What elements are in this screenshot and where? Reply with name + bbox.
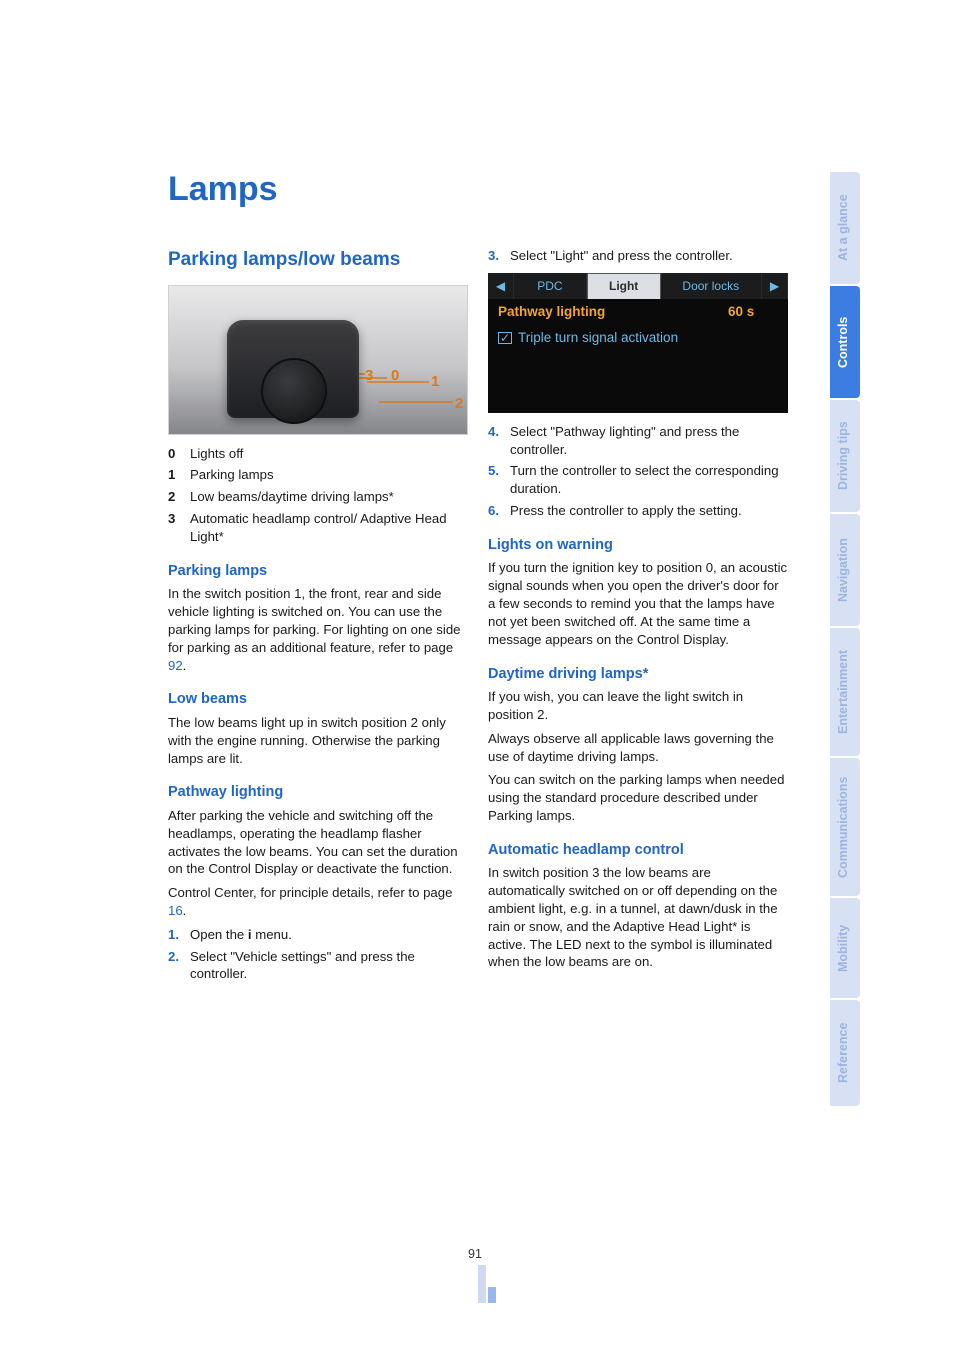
switch-pos-1: 1 (431, 372, 439, 392)
checkbox-icon (498, 332, 512, 344)
tab-arrow-left: ◀ (488, 273, 514, 299)
list-item: 2. Select "Vehicle settings" and press t… (168, 948, 468, 984)
list-text: Lights off (190, 445, 468, 463)
list-item: 0Lights off (168, 445, 468, 463)
text-span: Control Center, for principle details, r… (168, 885, 452, 900)
display-tabs: ◀ PDC Light Door locks ▶ (488, 273, 788, 299)
text-span: . (183, 903, 187, 918)
list-item: 1Parking lamps (168, 466, 468, 484)
body-text: If you wish, you can leave the light swi… (488, 688, 788, 724)
tab-door-locks: Door locks (661, 273, 762, 299)
switch-pos-0: 0 (391, 366, 399, 386)
display-label: Pathway lighting (498, 303, 728, 321)
display-label: Triple turn signal activation (518, 329, 678, 347)
step-text: Select "Vehicle settings" and press the … (190, 948, 468, 984)
left-column: Parking lamps/low beams 3 0 1 2 0Lights … (168, 247, 468, 987)
body-text: The low beams light up in switch positio… (168, 714, 468, 767)
side-tab-bar: At a glance Controls Driving tips Naviga… (830, 172, 860, 1108)
body-text: In the switch position 1, the front, rea… (168, 585, 468, 674)
step-number: 4. (488, 423, 510, 459)
step-number: 1. (168, 926, 190, 944)
body-text: In switch position 3 the low beams are a… (488, 864, 788, 971)
side-tab-mobility[interactable]: Mobility (830, 898, 860, 998)
side-tab-at-a-glance[interactable]: At a glance (830, 172, 860, 284)
side-tab-communications[interactable]: Communications (830, 758, 860, 896)
subheading-low-beams: Low beams (168, 690, 468, 710)
page-ref-link[interactable]: 16 (168, 903, 183, 918)
step-number: 3. (488, 247, 510, 265)
subheading-parking-lamps: Parking lamps (168, 562, 468, 582)
step-text: Select "Light" and press the controller. (510, 247, 788, 265)
list-item: 6.Press the controller to apply the sett… (488, 502, 788, 520)
text-span: Open the (190, 927, 248, 942)
step-number: 2. (168, 948, 190, 984)
page: Lamps Parking lamps/low beams 3 0 1 2 (0, 0, 954, 1351)
side-tab-controls[interactable]: Controls (830, 286, 860, 398)
subheading-pathway-lighting: Pathway lighting (168, 783, 468, 803)
list-text: Parking lamps (190, 466, 468, 484)
list-item: 1. Open the i menu. (168, 926, 468, 944)
step-number: 6. (488, 502, 510, 520)
body-text: You can switch on the parking lamps when… (488, 771, 788, 824)
list-index: 2 (168, 488, 190, 506)
list-item: 4.Select "Pathway lighting" and press th… (488, 423, 788, 459)
section-heading-parking-low: Parking lamps/low beams (168, 247, 468, 273)
steps-list: 1. Open the i menu. 2. Select "Vehicle s… (168, 926, 468, 983)
page-marker-bars (478, 1265, 498, 1303)
step-number: 5. (488, 462, 510, 498)
step-text: Press the controller to apply the settin… (510, 502, 788, 520)
control-display-image: ◀ PDC Light Door locks ▶ Pathway lightin… (488, 273, 788, 413)
subheading-lights-warning: Lights on warning (488, 536, 788, 556)
list-item: 5.Turn the controller to select the corr… (488, 462, 788, 498)
body-text: After parking the vehicle and switching … (168, 807, 468, 878)
side-tab-reference[interactable]: Reference (830, 1000, 860, 1106)
list-text: Low beams/daytime driving lamps* (190, 488, 468, 506)
step-text: Turn the controller to select the corres… (510, 462, 788, 498)
step-text: Select "Pathway lighting" and press the … (510, 423, 788, 459)
side-tab-navigation[interactable]: Navigation (830, 514, 860, 626)
switch-position-list: 0Lights off 1Parking lamps 2Low beams/da… (168, 445, 468, 546)
subheading-daytime-lamps: Daytime driving lamps* (488, 665, 788, 685)
display-row-pathway: Pathway lighting 60 s (488, 299, 788, 325)
tab-arrow-right: ▶ (762, 273, 788, 299)
text-span: menu. (252, 927, 292, 942)
switch-pos-2: 2 (455, 394, 463, 414)
body-text: If you turn the ignition key to position… (488, 559, 788, 648)
list-index: 0 (168, 445, 190, 463)
steps-list: 3. Select "Light" and press the controll… (488, 247, 788, 265)
body-text: Always observe all applicable laws gover… (488, 730, 788, 766)
tab-pdc: PDC (514, 273, 587, 299)
display-row-triple-turn: Triple turn signal activation (488, 325, 788, 351)
switch-knob (261, 358, 327, 424)
content-area: Parking lamps/low beams 3 0 1 2 0Lights … (0, 247, 800, 987)
page-number: 91 (0, 1247, 790, 1261)
switch-pos-3: 3 (365, 366, 373, 386)
body-text: Control Center, for principle details, r… (168, 884, 468, 920)
display-value: 60 s (728, 303, 778, 321)
text-span: . (183, 658, 187, 673)
page-ref-link[interactable]: 92 (168, 658, 183, 673)
steps-list: 4.Select "Pathway lighting" and press th… (488, 423, 788, 520)
side-tab-driving-tips[interactable]: Driving tips (830, 400, 860, 512)
light-switch-image: 3 0 1 2 (168, 285, 468, 435)
list-item: 3Automatic headlamp control/ Adaptive He… (168, 510, 468, 546)
list-index: 1 (168, 466, 190, 484)
tab-light: Light (587, 273, 661, 299)
subheading-auto-headlamp: Automatic headlamp control (488, 841, 788, 861)
step-text: Open the i menu. (190, 926, 468, 944)
list-text: Automatic headlamp control/ Adaptive Hea… (190, 510, 468, 546)
list-index: 3 (168, 510, 190, 546)
side-tab-entertainment[interactable]: Entertainment (830, 628, 860, 756)
text-span: In the switch position 1, the front, rea… (168, 586, 460, 654)
list-item: 3. Select "Light" and press the controll… (488, 247, 788, 265)
list-item: 2Low beams/daytime driving lamps* (168, 488, 468, 506)
right-column: 3. Select "Light" and press the controll… (488, 247, 788, 987)
